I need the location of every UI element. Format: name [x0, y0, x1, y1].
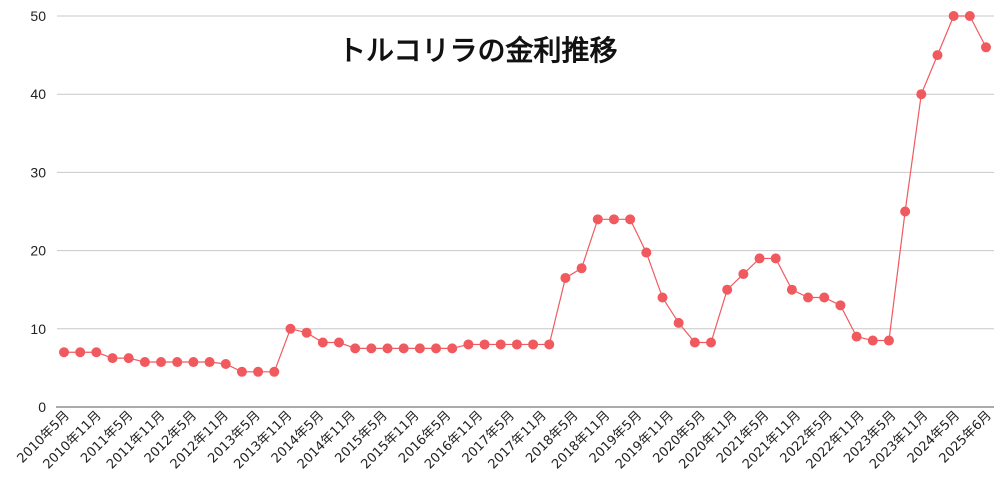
data-point [59, 347, 69, 358]
data-point [981, 42, 991, 53]
data-point [172, 357, 183, 368]
data-point [382, 343, 393, 354]
data-point [220, 358, 231, 369]
data-point [333, 337, 344, 348]
data-point [722, 284, 733, 295]
data-point [253, 366, 264, 377]
data-point [204, 357, 215, 368]
data-point [576, 263, 587, 274]
data-point [479, 339, 490, 350]
data-point [156, 357, 167, 368]
data-point [414, 343, 425, 354]
data-point [528, 339, 539, 350]
data-point [706, 337, 717, 348]
data-point [301, 327, 312, 338]
data-point [964, 11, 975, 21]
data-point [738, 269, 749, 280]
data-point [689, 337, 700, 348]
gridlines [57, 15, 994, 330]
data-point [657, 292, 668, 303]
data-point [188, 357, 199, 368]
chart-title: トルコリラの金利推移 [338, 34, 617, 67]
y-tick-label: 20 [30, 243, 46, 259]
data-point [948, 11, 959, 21]
data-point [91, 347, 102, 358]
data-point [447, 343, 458, 354]
y-tick-label: 50 [30, 8, 46, 24]
data-point [641, 247, 652, 258]
data-point [560, 272, 571, 283]
data-point [754, 253, 765, 264]
data-point [269, 366, 280, 377]
data-point [463, 339, 474, 350]
data-point [123, 353, 134, 364]
data-point [285, 323, 296, 334]
data-point [916, 89, 927, 100]
data-point [673, 317, 684, 328]
y-tick-label: 10 [30, 321, 46, 337]
data-point [770, 253, 781, 264]
data-point [803, 292, 814, 303]
data-point [883, 335, 894, 346]
data-point [139, 357, 150, 368]
data-point [835, 300, 846, 311]
data-point [317, 337, 328, 348]
data-point [608, 214, 619, 225]
y-tick-label: 40 [30, 86, 46, 102]
data-point [900, 206, 911, 217]
data-point [932, 50, 943, 61]
data-point [786, 284, 797, 295]
data-point [236, 366, 247, 377]
data-point [819, 292, 830, 303]
y-axis-ticks: 0 10 20 30 40 50 [30, 8, 46, 415]
y-tick-label: 0 [38, 399, 46, 415]
data-point [851, 331, 862, 342]
data-point [511, 339, 522, 350]
data-point [625, 214, 636, 225]
data-point [495, 339, 506, 350]
data-point [431, 343, 442, 354]
data-point [75, 347, 86, 358]
data-point [350, 343, 361, 354]
data-points [59, 11, 991, 377]
data-point [107, 353, 118, 364]
data-point [867, 335, 878, 346]
data-point [398, 343, 409, 354]
series-line [64, 15, 987, 373]
x-axis-ticks: 2010年5月2010年11月2011年5月2011年11月2012年5月201… [15, 408, 995, 472]
data-point [592, 214, 603, 225]
data-point [544, 339, 555, 350]
y-tick-label: 30 [30, 164, 46, 180]
data-point [366, 343, 377, 354]
